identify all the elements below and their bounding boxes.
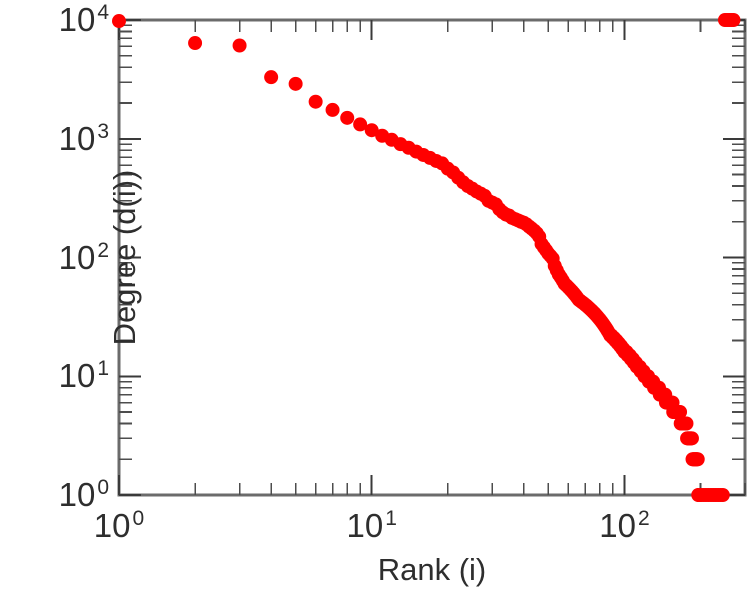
- axes-frame: [117, 18, 747, 497]
- x-tick-mantissa: 10: [599, 507, 636, 544]
- y-tick-mantissa: 10: [58, 357, 96, 395]
- y-tick-exponent: 1: [97, 357, 109, 381]
- x-tick-label-1: 101: [346, 507, 397, 544]
- y-tick-exponent: 3: [97, 119, 109, 143]
- plot-area: 100 101 102 103 104 100 101 102 Degree (d(i)): [59, 2, 747, 542]
- data-point: [232, 38, 247, 53]
- y-tick-mantissa: 10: [58, 475, 96, 513]
- y-tick-label-4: 104: [58, 0, 109, 38]
- data-point: [112, 14, 126, 29]
- data-point: [715, 488, 730, 502]
- data-point: [353, 117, 368, 132]
- y-tick-exponent: 2: [97, 238, 109, 262]
- data-point: [673, 404, 688, 419]
- y-tick-exponent: 4: [97, 0, 109, 24]
- x-axis-title: Rank (i): [377, 552, 487, 587]
- y-tick-mantissa: 10: [58, 238, 96, 276]
- data-point: [188, 36, 203, 51]
- data-point: [726, 13, 741, 27]
- y-axis-title: Degree (d(i)): [107, 169, 142, 346]
- x-tick-label-2: 102: [599, 507, 650, 544]
- y-tick-label-2: 102: [58, 238, 109, 276]
- y-axis-title-wrap: Degree (d(i)): [105, 20, 145, 495]
- x-tick-exponent: 1: [385, 507, 397, 530]
- x-tick-mantissa: 10: [346, 507, 384, 544]
- data-point: [684, 431, 699, 446]
- data-point: [679, 416, 694, 431]
- x-axis-title-wrap: Rank (i): [119, 552, 745, 588]
- y-tick-mantissa: 10: [58, 119, 96, 157]
- data-point: [308, 94, 323, 109]
- y-tick-label-3: 103: [58, 119, 109, 157]
- data-point: [340, 110, 355, 125]
- data-point: [690, 452, 705, 467]
- x-tick-label-0: 100: [93, 507, 145, 544]
- x-tick-exponent: 0: [132, 507, 145, 530]
- data-point: [264, 70, 279, 85]
- y-tick-mantissa: 10: [58, 0, 96, 38]
- data-point: [325, 102, 340, 117]
- x-tick-mantissa: 10: [93, 507, 131, 544]
- data-series-markers: [112, 13, 741, 502]
- y-tick-label-0: 100: [58, 475, 109, 513]
- data-point: [288, 76, 303, 91]
- data-point: [364, 123, 379, 138]
- x-tick-exponent: 2: [637, 507, 650, 530]
- y-tick-exponent: 0: [97, 475, 109, 499]
- y-tick-label-1: 101: [58, 357, 109, 395]
